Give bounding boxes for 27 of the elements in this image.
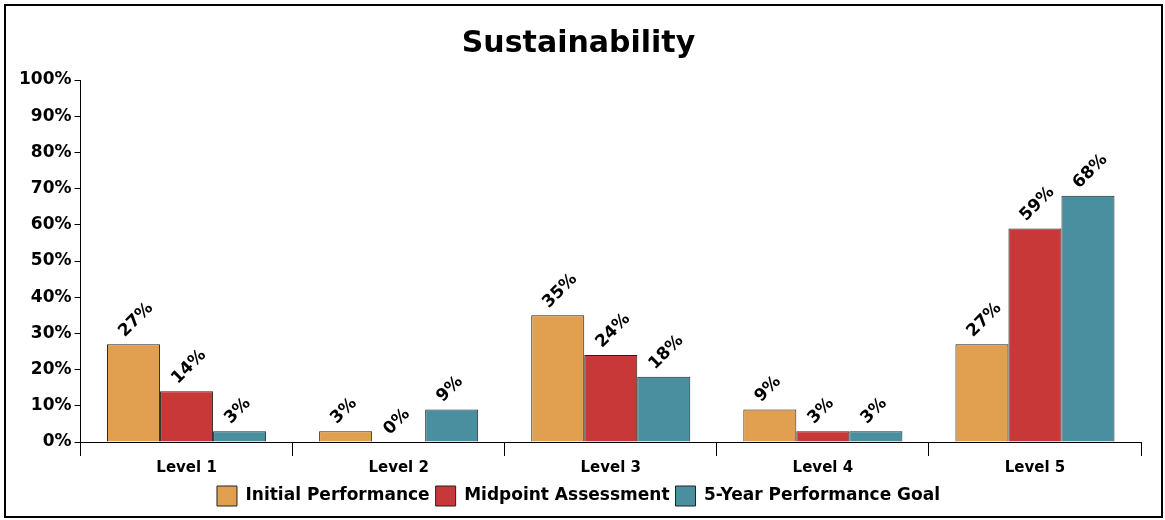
y-tick-label: 60% <box>30 213 72 234</box>
y-tick-label: 70% <box>30 177 72 198</box>
chart-title: Sustainability <box>461 23 696 59</box>
y-tick-label: 50% <box>30 249 72 270</box>
text: 3% <box>855 392 891 428</box>
legend-label: Initial Performance <box>245 484 430 505</box>
text: 3% <box>219 392 254 428</box>
y-tick-label: 30% <box>30 321 72 342</box>
legend-label: 5-Year Performance Goal <box>704 484 941 505</box>
y-tick-label: 100% <box>18 68 72 89</box>
y-tick-label: 80% <box>30 140 72 161</box>
text: 9% <box>431 370 467 406</box>
x-tick-label: Level 1 <box>156 457 217 476</box>
x-tick-label: Level 2 <box>368 457 429 476</box>
text: 3% <box>325 392 361 428</box>
y-tick-label: 10% <box>30 394 72 415</box>
text: 9% <box>749 370 785 406</box>
x-tick-label: Level 3 <box>580 457 641 476</box>
y-tick-label: 20% <box>30 358 72 379</box>
legend-label: Midpoint Assessment <box>464 484 670 505</box>
y-tick-label: 40% <box>30 285 72 306</box>
text: 3% <box>802 392 838 428</box>
y-tick-label: 90% <box>30 104 72 125</box>
text: 0% <box>378 403 414 438</box>
x-tick-label: Level 5 <box>1004 457 1066 476</box>
y-tick-label: 0% <box>42 430 72 451</box>
x-tick-label: Level 4 <box>792 457 854 476</box>
